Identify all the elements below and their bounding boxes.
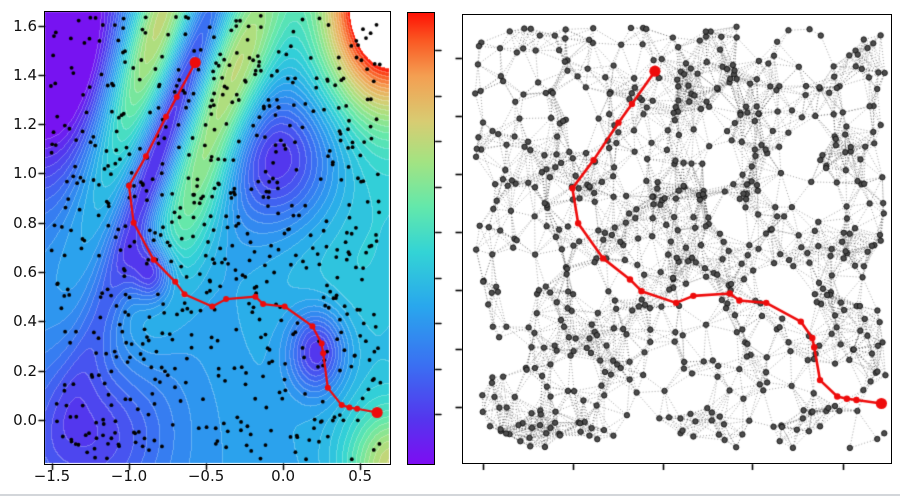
x-tick-label: −0.5	[187, 467, 225, 485]
y-tick-label: 1.6	[13, 16, 37, 35]
y-tick-label: 1.0	[13, 164, 37, 183]
y-tick-label: 1.4	[13, 65, 37, 84]
left-plot-area	[44, 11, 391, 465]
y-tick-label: 0.4	[13, 312, 37, 331]
y-tick-label: 0.2	[13, 361, 37, 380]
x-tick-label: −1.0	[110, 467, 148, 485]
colorbar	[407, 12, 435, 465]
x-tick-label: −1.5	[33, 467, 71, 485]
y-tick-label: 0.8	[13, 213, 37, 232]
y-tick-label: 1.2	[13, 115, 37, 134]
window-bottom-edge	[0, 494, 900, 496]
right-roadmap-canvas	[445, 0, 900, 500]
right-plot-area	[462, 14, 892, 464]
y-tick-label: 0.6	[13, 263, 37, 281]
y-tick-label: 0.0	[13, 410, 37, 429]
x-tick-label: 0.0	[271, 467, 296, 485]
x-tick-label: 0.5	[348, 467, 373, 485]
left-contour-canvas	[0, 0, 445, 500]
